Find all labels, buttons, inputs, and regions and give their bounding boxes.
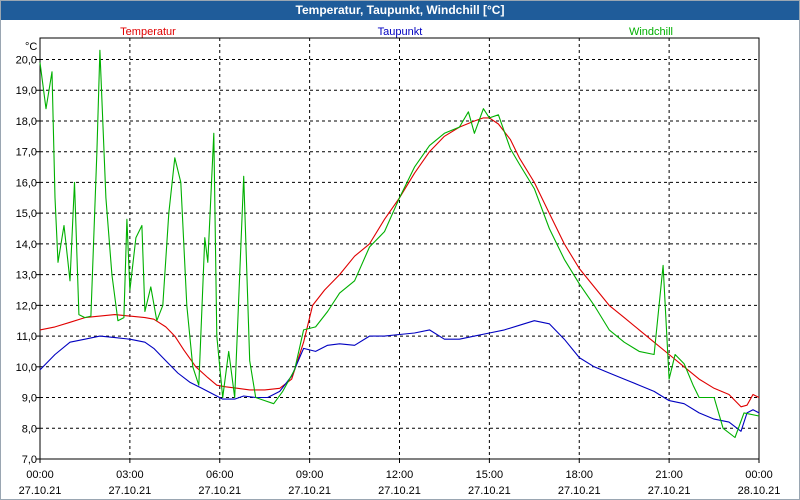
x-tick-date-label: 27.10.21 <box>108 485 151 497</box>
x-tick-date-label: 27.10.21 <box>558 485 601 497</box>
series-line-taupunkt <box>39 320 760 432</box>
x-tick-time-label: 09:00 <box>296 469 324 481</box>
x-tick-date-label: 27.10.21 <box>19 485 62 497</box>
legend: Temperatur Taupunkt Windchill <box>120 26 673 38</box>
x-tick-date-label: 27.10.21 <box>468 485 511 497</box>
legend-entry-windchill: Windchill <box>629 26 673 38</box>
x-tick-time-label: 12:00 <box>386 469 414 481</box>
y-tick-label: 18,0 <box>16 116 37 128</box>
y-tick-label: 20,0 <box>16 55 37 67</box>
x-tick-date-label: 27.10.21 <box>288 485 331 497</box>
y-tick-label: 11,0 <box>16 331 37 343</box>
chart-title: Temperatur, Taupunkt, Windchill [°C] <box>1 1 799 20</box>
x-tick-date-label: 27.10.21 <box>198 485 241 497</box>
x-tick-time-label: 18:00 <box>565 469 593 481</box>
legend-entry-temperatur: Temperatur <box>120 26 176 38</box>
y-axis-label: °C <box>25 41 37 53</box>
x-tick-time-label: 00:00 <box>26 469 54 481</box>
y-tick-label: 7,0 <box>22 454 37 466</box>
y-tick-label: 10,0 <box>16 362 37 374</box>
y-tick-label: 13,0 <box>16 270 37 282</box>
y-tick-label: 14,0 <box>16 239 37 251</box>
series-line-windchill <box>39 49 760 439</box>
x-tick-date-label: 28.10.21 <box>738 485 781 497</box>
y-tick-label: 8,0 <box>22 423 37 435</box>
series-lines <box>39 49 760 439</box>
y-tick-label: 16,0 <box>16 177 37 189</box>
grid-lines <box>40 38 759 459</box>
x-tick-time-label: 03:00 <box>116 469 144 481</box>
y-tick-label: 12,0 <box>16 300 37 312</box>
x-tick-time-label: 06:00 <box>206 469 234 481</box>
y-tick-label: 17,0 <box>16 147 37 159</box>
x-tick-time-label: 15:00 <box>476 469 504 481</box>
x-tick-date-label: 27.10.21 <box>648 485 691 497</box>
x-axis-ticks: 00:00 27.10.21 03:00 27.10.21 06:00 27.10.21 0… <box>19 459 781 497</box>
y-tick-label: 9,0 <box>22 393 37 405</box>
x-tick-time-label: 00:00 <box>745 469 773 481</box>
y-axis-ticks: 7,0 8,0 9,0 10,0 11,0 12,0 13,0 14,0 15,0 16,0 17,… <box>16 55 40 466</box>
y-tick-label: 19,0 <box>16 85 37 97</box>
y-tick-label: 15,0 <box>16 208 37 220</box>
legend-entry-taupunkt: Taupunkt <box>378 26 423 38</box>
x-tick-date-label: 27.10.21 <box>378 485 421 497</box>
x-tick-time-label: 21:00 <box>655 469 683 481</box>
